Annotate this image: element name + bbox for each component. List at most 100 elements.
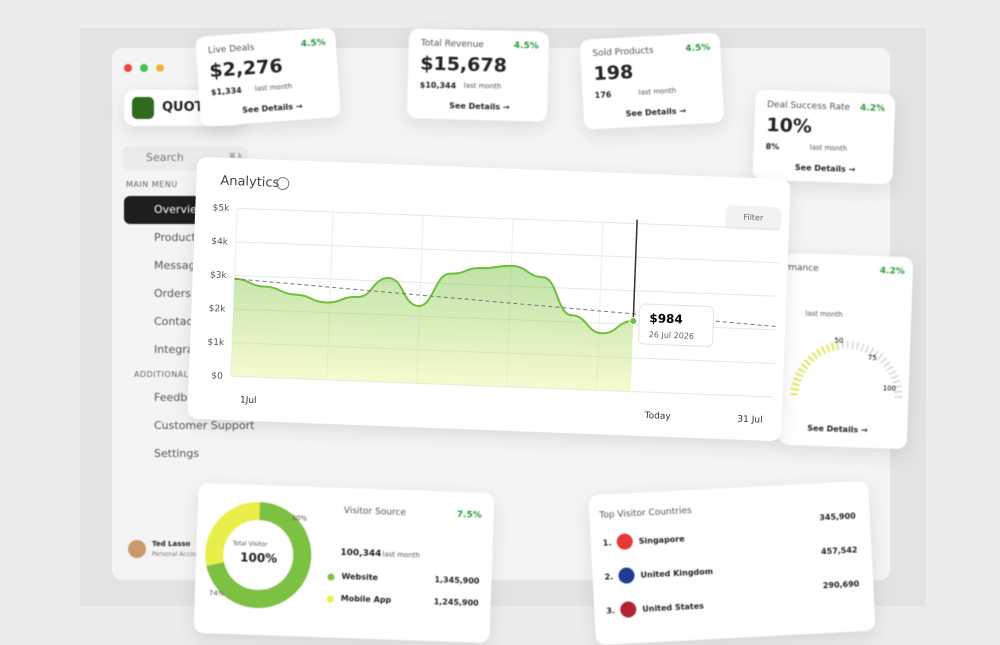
- grid-line: [235, 241, 779, 264]
- flag: [619, 601, 637, 618]
- y-tick-label: $5k: [212, 203, 230, 214]
- link-text: See Details: [625, 106, 677, 119]
- today-line: [632, 219, 638, 322]
- sub-label: last month: [254, 82, 293, 93]
- stat-value: $15,678: [419, 52, 508, 77]
- flag: [618, 567, 635, 584]
- sub-label: last month: [382, 550, 421, 560]
- y-tick-label: $0: [211, 371, 223, 381]
- grid-line: [237, 207, 780, 230]
- visitor-source-card: Total Visitor 100% 30% 74% Visitor Sourc…: [193, 482, 495, 644]
- card-title: Deal Success Rate: [766, 99, 851, 113]
- section-title: ADDITIONAL: [134, 370, 189, 379]
- menu-item[interactable]: Customer Support: [154, 419, 255, 432]
- sub-value: $1,334: [210, 85, 243, 98]
- area: [230, 265, 634, 392]
- stat-card: Total Revenue 4.5% $15,678 $10,344 last mont…: [406, 28, 550, 122]
- card-title: Top Visitor Countries: [599, 506, 692, 521]
- search-shortcut: ⌘ k: [228, 152, 242, 160]
- sub-value: 176: [594, 90, 612, 101]
- sub-label: last month: [805, 309, 843, 319]
- card-title: Live Deals: [207, 42, 255, 57]
- close-dot[interactable]: [124, 64, 132, 72]
- total: 100,344: [340, 547, 382, 560]
- analytics-chart: $0 $1k $2k $3k $4k $5k $984 26 Jul 2026 1Jul Toda…: [207, 203, 780, 426]
- rank: 1.: [602, 538, 612, 548]
- sub-label: last month: [809, 143, 848, 153]
- sub-label: last month: [638, 86, 677, 97]
- x-label: 31 Jul: [737, 415, 763, 426]
- tooltip-value: $984: [649, 311, 683, 326]
- x-label: Today: [643, 411, 671, 422]
- countries-card: Top Visitor Countries 1. Singapore 345,900…: [588, 480, 876, 645]
- change: 4.2%: [879, 266, 905, 278]
- gauge: 50 75 100: [790, 337, 903, 399]
- gauge-fill: [790, 341, 839, 396]
- tooltip-date: 26 Jul 2026: [649, 330, 695, 341]
- change: 7.5%: [456, 509, 482, 521]
- legend-dot: [326, 595, 334, 603]
- item-value: 1,245,900: [433, 597, 479, 608]
- tooltip-box: [638, 303, 715, 347]
- stat-value: 10%: [766, 113, 813, 138]
- see-details[interactable]: See Details →: [807, 423, 868, 435]
- search-placeholder: Search: [146, 151, 184, 164]
- donut-title: Total Visitor: [232, 540, 268, 549]
- rank: 3.: [606, 606, 616, 616]
- segment-label: 30%: [291, 514, 308, 523]
- line: [234, 264, 634, 335]
- link-text: See Details: [449, 101, 501, 112]
- y-tick-label: $2k: [209, 304, 227, 315]
- see-details[interactable]: See Details →: [794, 163, 856, 175]
- flag: [616, 533, 634, 550]
- item-name: Mobile App: [340, 593, 392, 605]
- sales-performance-card: Sales Performance 4.2% last month 50 75 …: [735, 252, 914, 450]
- donut: [205, 502, 312, 608]
- item-name: Website: [341, 571, 379, 583]
- menu-item[interactable]: Products: [154, 231, 202, 244]
- menu-item[interactable]: Orders: [154, 287, 191, 300]
- stat-value: $2,276: [208, 54, 284, 83]
- country-name: United Kingdom: [640, 567, 714, 580]
- gauge-label: 100: [883, 384, 897, 392]
- menu-item[interactable]: Settings: [154, 447, 200, 460]
- user-name: Ted Lasso: [152, 540, 191, 548]
- x-label: 1Jul: [240, 396, 257, 407]
- y-tick-label: $1k: [207, 338, 225, 349]
- card-title: Visitor Source: [343, 505, 407, 519]
- see-details[interactable]: See Details →: [625, 106, 687, 119]
- point: [629, 316, 638, 325]
- analytics-card: Analytics Filter $0 $1k $2k $3k $4k $5k $984 26…: [187, 156, 791, 442]
- link-text: See Details: [794, 163, 846, 174]
- stat-card: Deal Success Rate 4.2% 10% 8% last month See …: [752, 89, 896, 185]
- min-dot[interactable]: [156, 64, 164, 72]
- gauge-track: [790, 341, 903, 399]
- country-value: 345,900: [819, 511, 856, 523]
- stat-value: 198: [592, 60, 634, 86]
- link-text: See Details: [807, 423, 859, 435]
- country-name: Singapore: [638, 534, 685, 546]
- user-role: Personal Account: [152, 551, 204, 558]
- sub-value: $10,344: [419, 80, 457, 91]
- avatar: [128, 540, 146, 558]
- gauge-label: 75: [868, 354, 877, 362]
- y-tick-label: $3k: [210, 270, 228, 281]
- country-name: United States: [642, 601, 705, 614]
- max-dot[interactable]: [140, 64, 148, 72]
- see-details[interactable]: See Details →: [449, 101, 510, 112]
- card-title: Total Revenue: [420, 38, 484, 51]
- see-details[interactable]: See Details →: [241, 101, 303, 115]
- sub-label: last month: [463, 81, 502, 91]
- change: 4.5%: [513, 40, 539, 52]
- change: 4.5%: [300, 37, 327, 50]
- section-title: MAIN MENU: [126, 180, 178, 189]
- change: 4.2%: [859, 103, 886, 115]
- donut-segment: [206, 502, 312, 608]
- donut-value: 100%: [239, 550, 278, 566]
- stat-card: Live Deals 4.5% $2,276 $1,334 last month See …: [195, 27, 341, 127]
- card-title: Sold Products: [592, 45, 654, 60]
- gauge-label: 50: [834, 337, 843, 345]
- y-tick-label: $4k: [211, 237, 229, 248]
- brand-logo: [132, 97, 154, 119]
